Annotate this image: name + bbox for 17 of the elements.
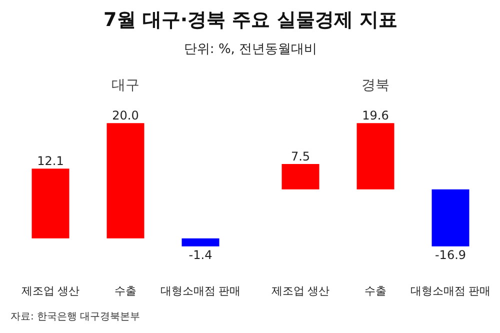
x-tick-label: 제조업 생산: [271, 284, 330, 298]
data-label: 12.1: [37, 154, 64, 168]
x-tick-label: 대형소매점 판매: [160, 284, 241, 298]
data-label: 20.0: [112, 108, 139, 122]
text: 자료: 한국은행 대구경북본부: [10, 312, 140, 322]
data-label: 7.5: [290, 149, 310, 164]
x-tick-label: 대형소매점 판매: [410, 284, 491, 298]
data-label: 19.6: [362, 108, 389, 122]
x-tick-label: 수출: [364, 284, 386, 298]
text: 단위: %, 전년동월대비: [184, 42, 318, 57]
x-tick-label: 수출: [114, 284, 136, 298]
chart-title: 대구: [112, 78, 140, 94]
x-tick-label: 제조업 생산: [21, 284, 80, 298]
data-label: -16.9: [434, 248, 466, 262]
data-label: -1.4: [188, 248, 212, 262]
text: 7월 대구·경북 주요 실물경제 지표: [104, 9, 398, 32]
chart-title: 경북: [362, 78, 390, 94]
